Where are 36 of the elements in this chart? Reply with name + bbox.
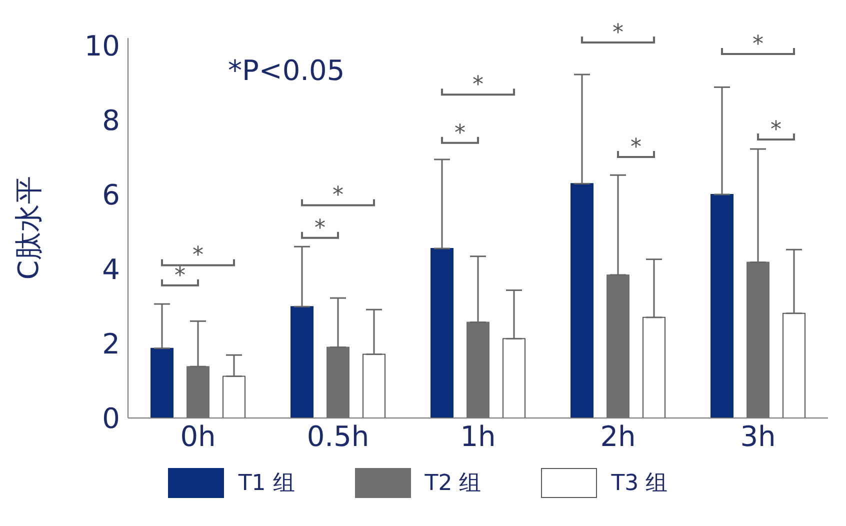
x-tick-label: 3h (740, 420, 776, 453)
bar (362, 354, 386, 418)
annotation: * (770, 117, 782, 142)
bar (642, 316, 666, 418)
x-tick-label: 1h (460, 420, 496, 453)
annotation: *P<0.05 (228, 54, 345, 87)
y-axis-title: C肽水平 (12, 176, 45, 280)
y-tick-label: 0 (102, 402, 120, 435)
y-tick-label: 6 (102, 178, 120, 212)
annotation: * (472, 72, 484, 98)
annotation: * (174, 263, 186, 288)
bar (502, 338, 526, 418)
y-tick-label: 2 (102, 327, 120, 360)
annotation: * (612, 20, 624, 46)
annotation: * (332, 183, 344, 208)
y-tick-label: 10 (84, 29, 120, 62)
x-tick-label: 2h (600, 420, 636, 453)
bar (430, 248, 454, 418)
x-tick-label: 0h (180, 420, 216, 453)
legend-label: T3 组 (611, 470, 668, 498)
legend-label: T2 组 (424, 470, 482, 498)
bar (150, 348, 174, 418)
annotation: * (752, 32, 764, 57)
legend-label: T1 组 (238, 470, 295, 498)
annotation: * (192, 243, 204, 268)
annotation: * (314, 216, 326, 241)
annotation: * (454, 120, 466, 146)
bar (570, 183, 594, 418)
bar (782, 312, 806, 418)
y-tick-label: 4 (102, 252, 120, 286)
x-tick-label: 0.5h (306, 420, 370, 453)
bar (222, 376, 246, 418)
bar (290, 306, 314, 418)
annotation: * (630, 134, 642, 160)
y-tick-label: 8 (102, 104, 120, 137)
bar (710, 194, 734, 418)
